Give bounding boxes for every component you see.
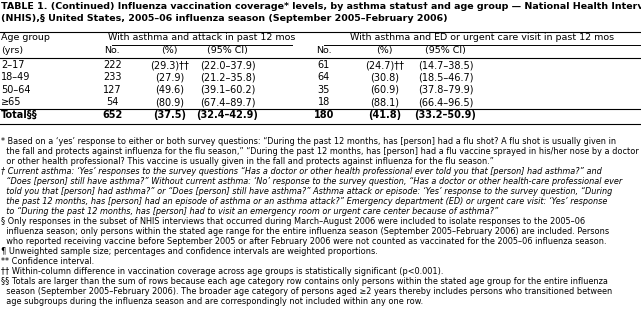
Text: (21.2–35.8): (21.2–35.8) <box>200 73 255 82</box>
Text: (60.9): (60.9) <box>370 85 399 95</box>
Text: TABLE 1. (Continued) Influenza vaccination coverage* levels, by asthma status† a: TABLE 1. (Continued) Influenza vaccinati… <box>1 2 641 11</box>
Text: 652: 652 <box>102 110 122 120</box>
Text: (88.1): (88.1) <box>370 98 399 108</box>
Text: 50–64: 50–64 <box>1 85 31 95</box>
Text: (95% CI): (95% CI) <box>425 46 466 55</box>
Text: 61: 61 <box>317 60 330 70</box>
Text: (37.5): (37.5) <box>153 110 187 120</box>
Text: (95% CI): (95% CI) <box>207 46 248 55</box>
Text: season (September 2005–February 2006). The broader age category of persons aged : season (September 2005–February 2006). T… <box>1 287 613 296</box>
Text: Age group: Age group <box>1 33 50 42</box>
Text: 18–49: 18–49 <box>1 73 31 82</box>
Text: (49.6): (49.6) <box>155 85 185 95</box>
Text: †† Within-column difference in vaccination coverage across age groups is statist: †† Within-column difference in vaccinati… <box>1 267 444 276</box>
Text: With asthma and ED or urgent care visit in past 12 mos: With asthma and ED or urgent care visit … <box>349 33 614 42</box>
Text: ¶ Unweighted sample size; percentages and confidence intervals are weighted prop: ¶ Unweighted sample size; percentages an… <box>1 247 378 256</box>
Text: 2–17: 2–17 <box>1 60 25 70</box>
Text: (32.4–42.9): (32.4–42.9) <box>197 110 258 120</box>
Text: the past 12 months, has [person] had an episode of asthma or an asthma attack?” : the past 12 months, has [person] had an … <box>1 197 608 206</box>
Text: (27.9): (27.9) <box>155 73 185 82</box>
Text: or other health professional? This vaccine is usually given in the fall and prot: or other health professional? This vacci… <box>1 157 494 166</box>
Text: 18: 18 <box>317 98 330 108</box>
Text: (41.8): (41.8) <box>368 110 401 120</box>
Text: (22.0–37.9): (22.0–37.9) <box>200 60 255 70</box>
Text: ** Confidence interval.: ** Confidence interval. <box>1 257 94 266</box>
Text: † Current asthma: ‘Yes’ responses to the survey questions “Has a doctor or other: † Current asthma: ‘Yes’ responses to the… <box>1 167 602 176</box>
Text: With asthma and attack in past 12 mos: With asthma and attack in past 12 mos <box>108 33 296 42</box>
Text: No.: No. <box>104 46 120 55</box>
Text: (67.4–89.7): (67.4–89.7) <box>200 98 255 108</box>
Text: (66.4–96.5): (66.4–96.5) <box>418 98 473 108</box>
Text: §§ Totals are larger than the sum of rows because each age category row contains: §§ Totals are larger than the sum of row… <box>1 277 608 286</box>
Text: 180: 180 <box>313 110 334 120</box>
Text: Total§§: Total§§ <box>1 110 38 120</box>
Text: (NHIS),§ United States, 2005–06 influenza season (September 2005–February 2006): (NHIS),§ United States, 2005–06 influenz… <box>1 14 448 23</box>
Text: who reported receiving vaccine before September 2005 or after February 2006 were: who reported receiving vaccine before Se… <box>1 237 607 246</box>
Text: 233: 233 <box>103 73 121 82</box>
Text: to “During the past 12 months, has [person] had to visit an emergency room or ur: to “During the past 12 months, has [pers… <box>1 207 499 216</box>
Text: (39.1–60.2): (39.1–60.2) <box>200 85 255 95</box>
Text: (80.9): (80.9) <box>155 98 185 108</box>
Text: “Does [person] still have asthma?” Without current asthma: ‘No’ response to the : “Does [person] still have asthma?” Witho… <box>1 177 622 186</box>
Text: 64: 64 <box>317 73 330 82</box>
Text: § Only responses in the subset of NHIS interviews that occurred during March–Aug: § Only responses in the subset of NHIS i… <box>1 217 585 226</box>
Text: 222: 222 <box>103 60 122 70</box>
Text: (30.8): (30.8) <box>370 73 399 82</box>
Text: (24.7)††: (24.7)†† <box>365 60 404 70</box>
Text: told you that [person] had asthma?” or “Does [person] still have asthma?” Asthma: told you that [person] had asthma?” or “… <box>1 187 613 196</box>
Text: ≥65: ≥65 <box>1 98 22 108</box>
Text: (33.2–50.9): (33.2–50.9) <box>415 110 476 120</box>
Text: (yrs): (yrs) <box>1 46 24 55</box>
Text: (14.7–38.5): (14.7–38.5) <box>418 60 473 70</box>
Text: (37.8–79.9): (37.8–79.9) <box>418 85 473 95</box>
Text: influenza season; only persons within the stated age range for the entire influe: influenza season; only persons within th… <box>1 227 610 236</box>
Text: No.: No. <box>316 46 331 55</box>
Text: (%): (%) <box>162 46 178 55</box>
Text: the fall and protects against influenza for the flu season,” “During the past 12: the fall and protects against influenza … <box>1 147 639 156</box>
Text: (%): (%) <box>376 46 393 55</box>
Text: 54: 54 <box>106 98 119 108</box>
Text: age subgroups during the influenza season and are correspondingly not included w: age subgroups during the influenza seaso… <box>1 297 424 306</box>
Text: * Based on a ‘yes’ response to either or both survey questions: “During the past: * Based on a ‘yes’ response to either or… <box>1 137 617 146</box>
Text: 35: 35 <box>317 85 330 95</box>
Text: (18.5–46.7): (18.5–46.7) <box>418 73 473 82</box>
Text: 127: 127 <box>103 85 122 95</box>
Text: (29.3)††: (29.3)†† <box>151 60 189 70</box>
